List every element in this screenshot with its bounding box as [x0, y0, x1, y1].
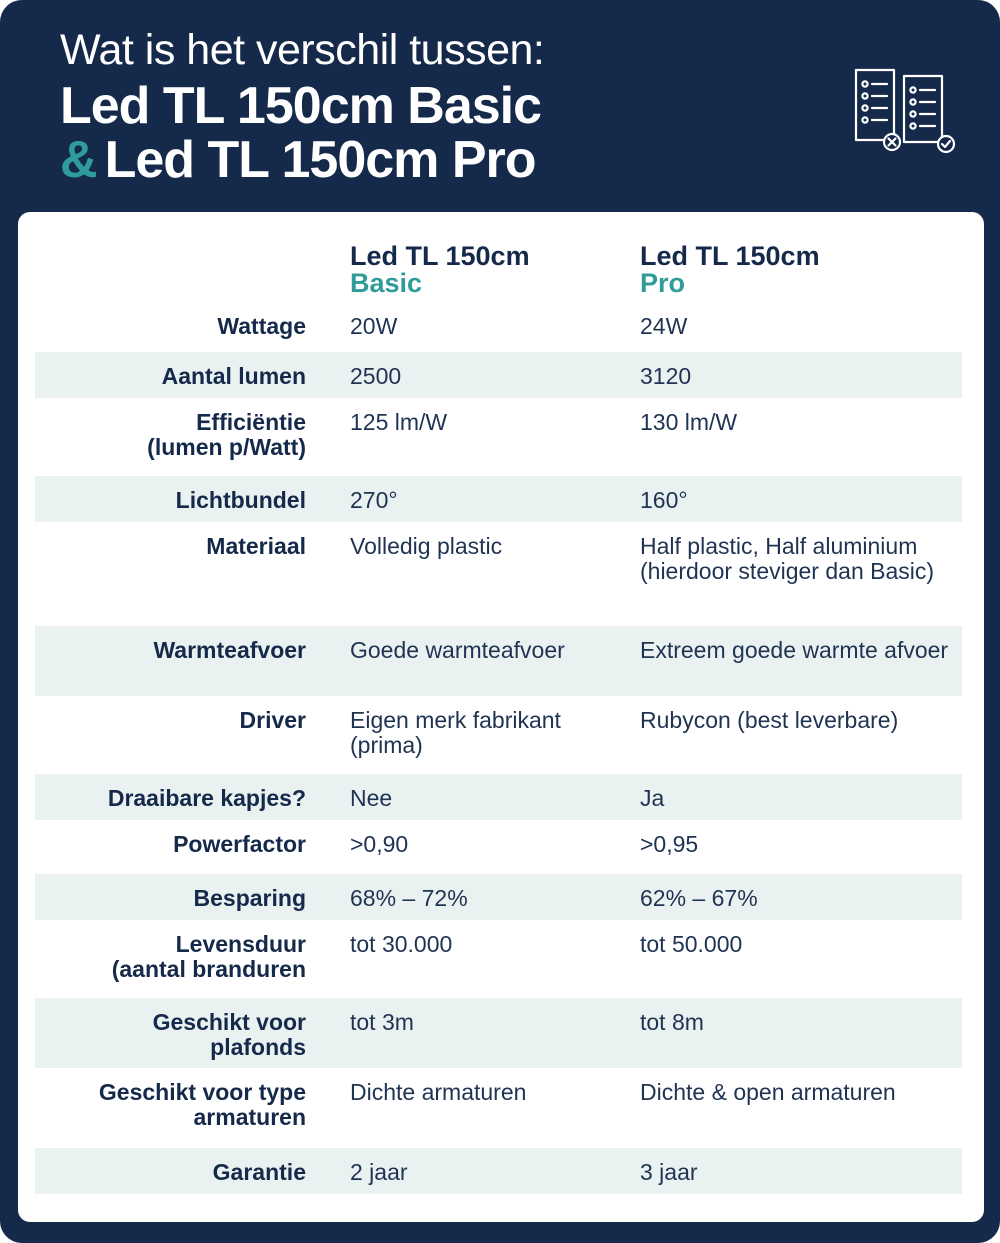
table-row: Geschikt voor plafonds tot 3m tot 8m: [35, 998, 962, 1068]
pro-value: Ja: [640, 785, 665, 811]
table-row: Levensduur (aantal branduren tot 30.000 …: [35, 920, 962, 998]
basic-value: Goede warmteafvoer: [350, 637, 565, 663]
intro-heading: Wat is het verschil tussen:: [60, 26, 545, 74]
row-label: Geschikt voor type armaturen: [98, 1079, 306, 1130]
row-label: Geschikt voor plafonds: [152, 1009, 306, 1060]
row-label: Powerfactor: [173, 831, 306, 857]
title-line-pro: & Led TL 150cm Pro: [60, 131, 537, 189]
basic-value: Dichte armaturen: [350, 1079, 527, 1105]
row-label: Driver: [239, 707, 306, 733]
title-line-basic: Led TL 150cm Basic: [60, 77, 542, 135]
basic-value: Volledig plastic: [350, 533, 503, 559]
pro-value: 62% – 67%: [640, 885, 758, 911]
ampersand: &: [60, 131, 98, 189]
row-label: Besparing: [193, 885, 306, 911]
table-row: Aantal lumen 2500 3120: [35, 352, 962, 398]
basic-value: 20W: [350, 313, 398, 339]
pro-value: Half plastic, Half aluminium (hierdoor s…: [640, 533, 935, 584]
table-row: Geschikt voor type armaturen Dichte arma…: [35, 1068, 962, 1148]
basic-value: 68% – 72%: [350, 885, 468, 911]
column-header-pro: Led TL 150cm Pro: [640, 243, 820, 297]
row-label: Wattage: [217, 313, 306, 339]
table-row: Warmteafvoer Goede warmteafvoer Extreem …: [35, 626, 962, 696]
column-pro-name: Led TL 150cm: [640, 241, 820, 271]
table-row: Wattage 20W 24W: [35, 302, 962, 352]
column-basic-variant: Basic: [350, 268, 423, 298]
basic-value: Nee: [350, 785, 393, 811]
comparison-table: Led TL 150cm Basic Led TL 150cm Pro Watt…: [18, 212, 984, 1222]
table-row: Besparing 68% – 72% 62% – 67%: [35, 874, 962, 920]
basic-value: >0,90: [350, 831, 409, 857]
pro-value: Extreem goede warmte afvoer: [640, 637, 949, 663]
table-row: Draaibare kapjes? Nee Ja: [35, 774, 962, 820]
row-label: Garantie: [212, 1159, 306, 1185]
pro-value: tot 8m: [640, 1009, 704, 1035]
row-label: Aantal lumen: [161, 363, 306, 389]
pro-value: 3 jaar: [640, 1159, 698, 1185]
basic-value: 125 lm/W: [350, 409, 448, 435]
row-label: Draaibare kapjes?: [107, 785, 306, 811]
row-label: Lichtbundel: [175, 487, 306, 513]
pro-value: Rubycon (best leverbare): [640, 707, 899, 733]
table-row: Powerfactor >0,90 >0,95: [35, 820, 962, 874]
compare-checklists-icon: [854, 68, 956, 154]
pro-value: Dichte & open armaturen: [640, 1079, 896, 1105]
column-pro-variant: Pro: [640, 268, 686, 298]
pro-value: tot 50.000: [640, 931, 743, 957]
pro-value: 3120: [640, 363, 692, 389]
basic-value: tot 3m: [350, 1009, 414, 1035]
basic-value: Eigen merk fabrikant (prima): [350, 707, 561, 758]
row-label: Materiaal: [206, 533, 306, 559]
basic-value: 2 jaar: [350, 1159, 408, 1185]
table-row: Garantie 2 jaar 3 jaar: [35, 1148, 962, 1194]
table-row: Driver Eigen merk fabrikant (prima) Ruby…: [35, 696, 962, 774]
pro-value: >0,95: [640, 831, 699, 857]
title-line-pro-text: Led TL 150cm Pro: [104, 131, 537, 189]
table-row: Lichtbundel 270° 160°: [35, 476, 962, 522]
column-basic-name: Led TL 150cm: [350, 241, 530, 271]
basic-value: tot 30.000: [350, 931, 453, 957]
row-label: Levensduur (aantal branduren: [111, 931, 306, 982]
row-label: Warmteafvoer: [153, 637, 306, 663]
row-label: Efficiëntie (lumen p/Watt): [147, 409, 306, 460]
pro-value: 24W: [640, 313, 688, 339]
basic-value: 2500: [350, 363, 402, 389]
column-header-basic: Led TL 150cm Basic: [350, 243, 530, 297]
basic-value: 270°: [350, 487, 398, 513]
table-row: Materiaal Volledig plastic Half plastic,…: [35, 522, 962, 626]
pro-value: 160°: [640, 487, 688, 513]
table-row: Efficiëntie (lumen p/Watt) 125 lm/W 130 …: [35, 398, 962, 476]
pro-value: 130 lm/W: [640, 409, 738, 435]
